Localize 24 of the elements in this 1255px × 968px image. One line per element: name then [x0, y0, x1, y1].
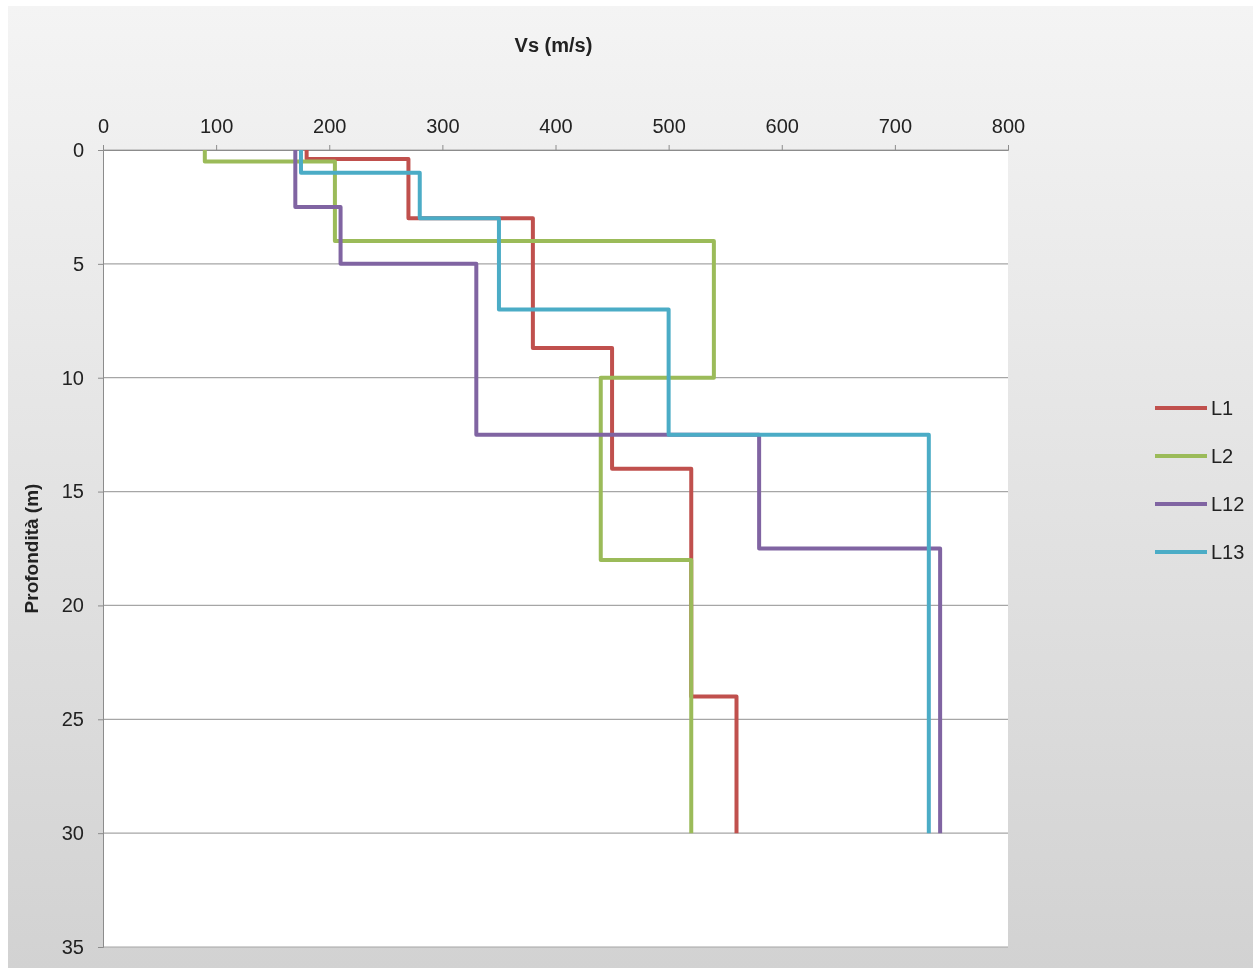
legend-label: L13 — [1211, 541, 1245, 563]
x-tick-label: 300 — [426, 115, 460, 137]
line-series — [202, 148, 716, 836]
legend-label: L12 — [1211, 493, 1245, 515]
x-tick-label: 0 — [97, 115, 110, 137]
y-tick-label: 20 — [61, 594, 84, 617]
y-axis-title: Profondità (m) — [21, 483, 42, 614]
y-tick-label: 0 — [72, 138, 84, 161]
y-tick-label: 5 — [72, 252, 84, 275]
x-tick-label: 800 — [991, 115, 1026, 137]
x-axis-title: Vs (m/s) — [514, 34, 593, 56]
x-tick-label: 100 — [199, 115, 234, 137]
x-tick-label: 600 — [765, 115, 799, 137]
x-tick-label: 500 — [652, 115, 686, 137]
y-tick-label: 15 — [61, 480, 84, 503]
legend-label: L1 — [1211, 397, 1234, 419]
legend-label: L2 — [1211, 445, 1234, 467]
x-tick-label: 200 — [313, 115, 347, 137]
y-tick-label: 10 — [61, 366, 84, 389]
y-tick-label: 30 — [61, 822, 84, 845]
x-tick-label: 400 — [539, 115, 573, 137]
y-tick-label: 35 — [61, 935, 84, 958]
x-tick-label: 700 — [878, 115, 913, 137]
y-tick-label: 25 — [61, 708, 84, 731]
